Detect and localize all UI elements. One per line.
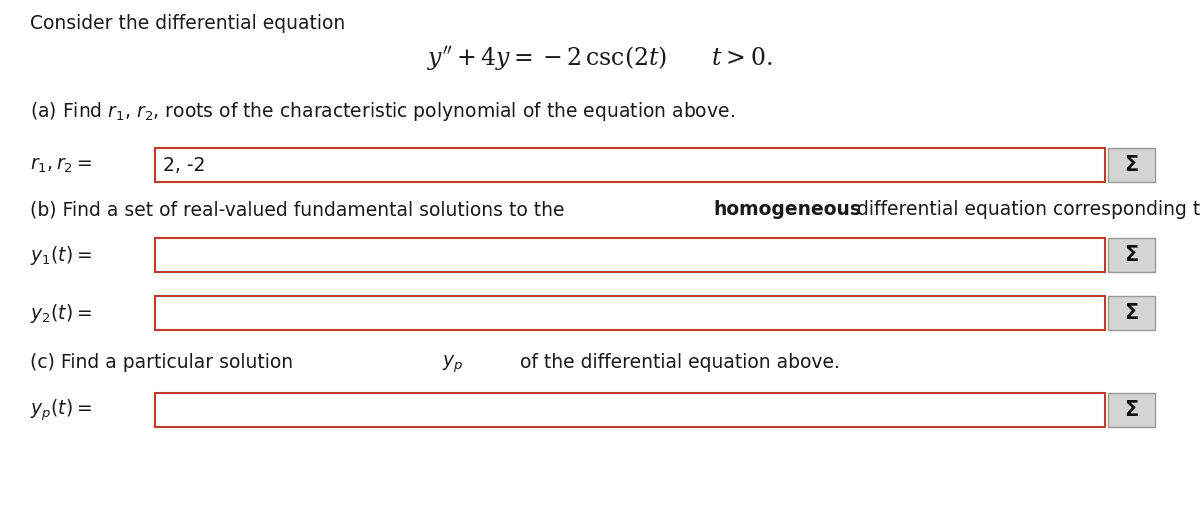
Text: Consider the differential equation: Consider the differential equation	[30, 14, 346, 33]
Bar	[1108, 296, 1154, 330]
Text: 2, -2: 2, -2	[163, 155, 205, 174]
Text: Σ: Σ	[1124, 245, 1139, 265]
Bar	[155, 148, 1105, 182]
Bar	[1108, 393, 1154, 427]
Text: (c) Find a particular solution: (c) Find a particular solution	[30, 353, 299, 372]
Text: $r_1, r_2 =$: $r_1, r_2 =$	[30, 155, 92, 174]
Text: Σ: Σ	[1124, 303, 1139, 323]
Text: Σ: Σ	[1124, 155, 1139, 175]
Text: Σ: Σ	[1124, 400, 1139, 420]
Bar	[1108, 148, 1154, 182]
Text: (b) Find a set of real-valued fundamental solutions to the: (b) Find a set of real-valued fundamenta…	[30, 200, 570, 219]
Text: $y_p(t) =$: $y_p(t) =$	[30, 397, 92, 423]
Text: $y_1(t) =$: $y_1(t) =$	[30, 244, 92, 267]
Bar	[155, 296, 1105, 330]
Text: (a) Find $r_1$, $r_2$, roots of the characteristic polynomial of the equation ab: (a) Find $r_1$, $r_2$, roots of the char…	[30, 100, 734, 123]
Bar	[1108, 238, 1154, 272]
Text: $y'' + 4y = -2\,\mathrm{csc}(2t)\qquad t > 0.$: $y'' + 4y = -2\,\mathrm{csc}(2t)\qquad t…	[427, 44, 773, 72]
Text: differential equation corresponding to the one above.: differential equation corresponding to t…	[851, 200, 1200, 219]
Text: $y_p$: $y_p$	[443, 353, 463, 375]
Text: homogeneous: homogeneous	[714, 200, 862, 219]
Text: $y_2(t) =$: $y_2(t) =$	[30, 301, 92, 324]
Text: of the differential equation above.: of the differential equation above.	[514, 353, 840, 372]
Bar	[155, 238, 1105, 272]
Bar	[155, 393, 1105, 427]
